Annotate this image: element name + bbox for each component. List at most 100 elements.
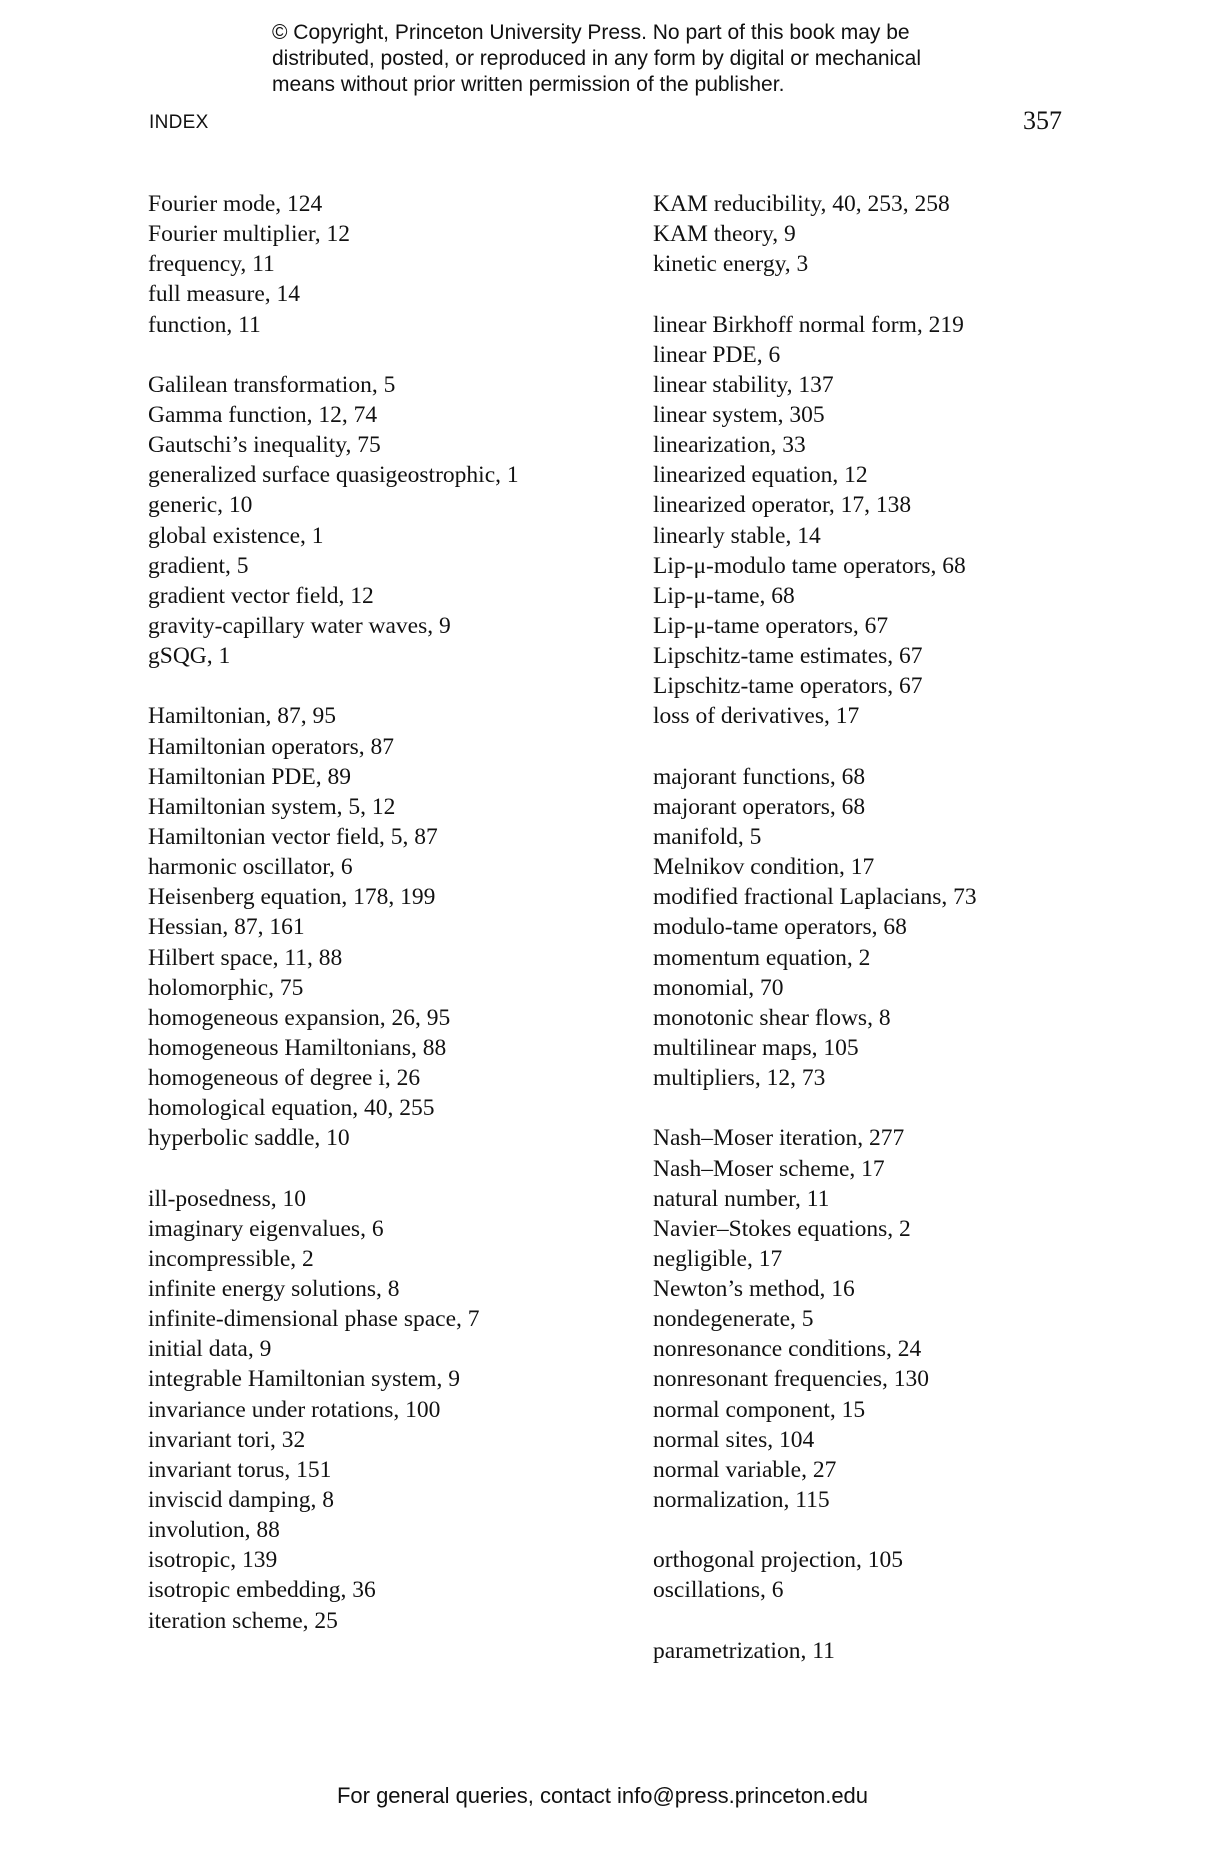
index-entry: nondegenerate, 5 xyxy=(653,1306,814,1333)
index-entry: Hamiltonian PDE, 89 xyxy=(148,763,351,790)
index-entry: invariant torus, 151 xyxy=(148,1456,332,1483)
letter-group-gap xyxy=(653,732,977,762)
index-entry: momentum equation, 2 xyxy=(653,944,871,971)
letter-group-gap xyxy=(653,1093,977,1123)
index-entry: Hamiltonian vector field, 5, 87 xyxy=(148,823,438,850)
index-entry: multipliers, 12, 73 xyxy=(653,1065,826,1092)
index-entry: function, 11 xyxy=(148,311,261,338)
footer-text: For general queries, contact info@press.… xyxy=(336,1783,869,1808)
index-entry: Melnikov condition, 17 xyxy=(653,854,875,881)
page-number: 357 xyxy=(1023,106,1062,135)
index-entry: Galilean transformation, 5 xyxy=(148,371,396,398)
index-entry: homogeneous expansion, 26, 95 xyxy=(148,1004,451,1031)
index-entry: manifold, 5 xyxy=(653,823,762,850)
index-entry: ill-posedness, 10 xyxy=(148,1185,306,1212)
index-entry: linearized operator, 17, 138 xyxy=(653,492,912,519)
letter-group-gap xyxy=(148,671,519,701)
index-entry: imaginary eigenvalues, 6 xyxy=(148,1215,384,1242)
index-column-right: KAM reducibility, 40, 253, 258 KAM theory… xyxy=(653,189,977,1666)
index-entry: Fourier mode, 124 xyxy=(148,191,323,217)
index-entry: negligible, 17 xyxy=(653,1245,783,1272)
index-entry: invariant tori, 32 xyxy=(148,1426,306,1453)
index-entry: modified fractional Laplacians, 73 xyxy=(653,884,977,911)
index-entry: homogeneous Hamiltonians, 88 xyxy=(148,1034,447,1061)
index-entry: generic, 10 xyxy=(148,492,253,519)
index-entry: linear Birkhoff normal form, 219 xyxy=(653,311,964,338)
index-entry: Heisenberg equation, 178, 199 xyxy=(148,884,436,911)
index-entry: harmonic oscillator, 6 xyxy=(148,854,353,881)
index-entry: parametrization, 11 xyxy=(653,1637,835,1664)
index-entry: linear stability, 137 xyxy=(653,371,834,398)
index-entry: homogeneous of degree i, 26 xyxy=(148,1065,421,1092)
index-column-left: Fourier mode, 124 Fourier multiplier, 12 f… xyxy=(148,189,519,1636)
index-entry: normal component, 15 xyxy=(653,1396,866,1423)
index-entry: gradient vector field, 12 xyxy=(148,582,374,609)
index-entry: normal variable, 27 xyxy=(653,1456,837,1483)
index-entry: integrable Hamiltonian system, 9 xyxy=(148,1366,460,1393)
index-entry: involution, 88 xyxy=(148,1517,280,1544)
index-entry: iteration scheme, 25 xyxy=(148,1607,338,1634)
index-entry: isotropic, 139 xyxy=(148,1547,278,1574)
index-entry: Gamma function, 12, 74 xyxy=(148,401,378,428)
letter-group-gap xyxy=(653,1515,977,1545)
running-head: INDEX xyxy=(149,112,209,133)
index-entry: Nash–Moser scheme, 17 xyxy=(653,1155,885,1182)
copyright-line: © Copyright, Princeton University Press.… xyxy=(272,21,910,44)
index-entry: frequency, 11 xyxy=(148,251,275,278)
index-entry: KAM theory, 9 xyxy=(653,221,796,248)
index-entry: Hamiltonian, 87, 95 xyxy=(148,703,336,730)
index-entry: Lip-μ-tame, 68 xyxy=(653,582,795,609)
index-entry: invariance under rotations, 100 xyxy=(148,1396,441,1423)
index-entry: Fourier multiplier, 12 xyxy=(148,221,351,248)
index-entry: majorant functions, 68 xyxy=(653,763,866,790)
index-entry: global existence, 1 xyxy=(148,522,324,549)
index-entry: normalization, 115 xyxy=(653,1487,830,1514)
index-entry: Gautschi’s inequality, 75 xyxy=(148,432,381,459)
index-entry: homological equation, 40, 255 xyxy=(148,1095,435,1122)
index-entry: infinite-dimensional phase space, 7 xyxy=(148,1306,480,1333)
index-entry: linear PDE, 6 xyxy=(653,341,781,368)
index-entry: loss of derivatives, 17 xyxy=(653,703,860,730)
index-entry: Navier–Stokes equations, 2 xyxy=(653,1215,911,1242)
index-entry: kinetic energy, 3 xyxy=(653,251,809,278)
index-entry: oscillations, 6 xyxy=(653,1577,784,1604)
index-entry: Hamiltonian system, 5, 12 xyxy=(148,793,396,820)
index-entry: inviscid damping, 8 xyxy=(148,1487,335,1514)
index-entry: generalized surface quasigeostrophic, 1 xyxy=(148,462,519,489)
copyright-notice: © Copyright, Princeton University Press.… xyxy=(272,20,921,98)
index-entry: linearized equation, 12 xyxy=(653,462,868,489)
index-entry: Newton’s method, 16 xyxy=(653,1276,855,1303)
copyright-line: distributed, posted, or reproduced in an… xyxy=(272,47,922,70)
index-entry: Hamiltonian operators, 87 xyxy=(148,733,395,760)
copyright-line: means without prior written permission o… xyxy=(272,73,785,96)
index-entry: monotonic shear flows, 8 xyxy=(653,1004,891,1031)
letter-group-gap xyxy=(148,1154,519,1184)
letter-group-gap xyxy=(653,1606,977,1636)
index-entry: KAM reducibility, 40, 253, 258 xyxy=(653,191,950,217)
index-entry: holomorphic, 75 xyxy=(148,974,304,1001)
index-entry: linearization, 33 xyxy=(653,432,806,459)
index-entry: orthogonal projection, 105 xyxy=(653,1547,903,1574)
index-entry: modulo-tame operators, 68 xyxy=(653,914,907,941)
index-entry: initial data, 9 xyxy=(148,1336,272,1363)
letter-group-gap xyxy=(653,279,977,309)
footer: For general queries, contact info@press.… xyxy=(0,1783,1225,1809)
index-entry: multilinear maps, 105 xyxy=(653,1034,859,1061)
index-entry: gradient, 5 xyxy=(148,552,249,579)
index-entry: majorant operators, 68 xyxy=(653,793,866,820)
index-entry: full measure, 14 xyxy=(148,281,301,308)
index-entry: linearly stable, 14 xyxy=(653,522,821,549)
index-entry: linear system, 305 xyxy=(653,401,825,428)
index-entry: gravity-capillary water waves, 9 xyxy=(148,612,451,639)
index-entry: isotropic embedding, 36 xyxy=(148,1577,376,1604)
index-entry: Nash–Moser iteration, 277 xyxy=(653,1125,905,1152)
letter-group-gap xyxy=(148,340,519,370)
index-entry: natural number, 11 xyxy=(653,1185,830,1212)
index-entry: monomial, 70 xyxy=(653,974,784,1001)
index-entry: Lip-μ-modulo tame operators, 68 xyxy=(653,552,966,579)
index-entry: Lipschitz-tame operators, 67 xyxy=(653,673,923,700)
index-entry: incompressible, 2 xyxy=(148,1245,314,1272)
index-entry: Hilbert space, 11, 88 xyxy=(148,944,343,971)
index-entry: hyperbolic saddle, 10 xyxy=(148,1125,350,1152)
index-entry: gSQG, 1 xyxy=(148,643,231,670)
